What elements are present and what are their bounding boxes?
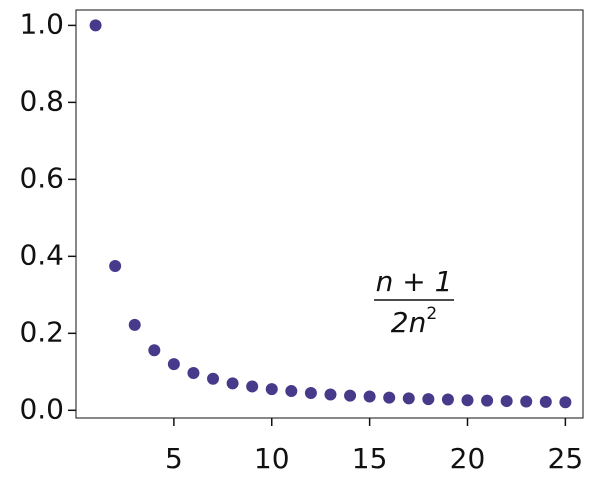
x-tick-label: 5 [165, 442, 183, 475]
point [539, 395, 552, 408]
y-tick-label: 1.0 [19, 7, 64, 40]
point [207, 372, 220, 385]
point [285, 385, 298, 398]
x-tick-label: 20 [450, 442, 486, 475]
point [402, 392, 415, 405]
point [441, 393, 454, 406]
plot-frame [75, 9, 584, 419]
annotation-numerator: n + 1 [376, 265, 453, 298]
point [304, 386, 317, 399]
point [324, 388, 337, 401]
x-tick-label: 25 [548, 442, 584, 475]
point [422, 393, 435, 406]
point [383, 391, 396, 404]
y-tick-label: 0.2 [19, 315, 64, 348]
point [500, 395, 513, 408]
x-tick-label: 10 [254, 442, 290, 475]
y-tick-label: 0.8 [19, 84, 64, 117]
point [520, 395, 533, 408]
point [167, 358, 180, 371]
y-tick-label: 0.0 [19, 392, 64, 425]
x-tick-label: 15 [352, 442, 388, 475]
denominator-exponent: 2 [426, 304, 437, 324]
point [559, 396, 572, 409]
point [481, 394, 494, 407]
point [226, 377, 239, 390]
annotation-denominator: 2n2 [391, 304, 437, 339]
point [128, 318, 141, 331]
y-tick-label: 0.6 [19, 161, 64, 194]
point [246, 380, 259, 393]
point [109, 259, 122, 272]
point [148, 344, 161, 357]
point [89, 19, 102, 32]
point [461, 394, 474, 407]
point [187, 366, 200, 379]
point [363, 390, 376, 403]
point [344, 389, 357, 402]
denominator-text: 2n [391, 306, 427, 339]
y-tick-label: 0.4 [19, 238, 64, 271]
point [265, 383, 278, 396]
